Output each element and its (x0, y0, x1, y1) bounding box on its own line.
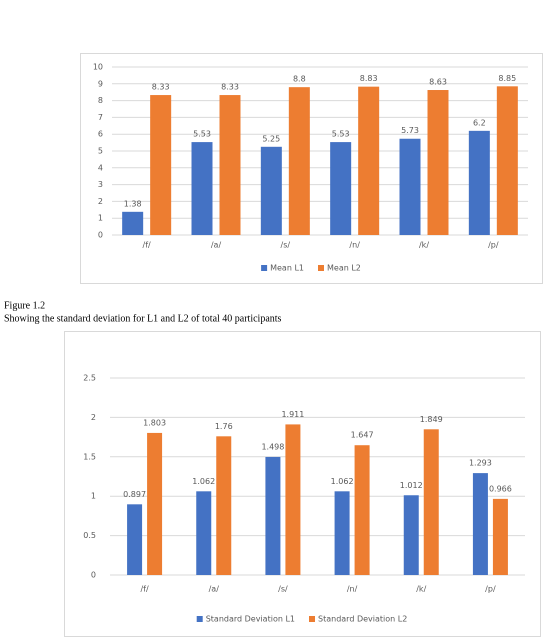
bar (358, 86, 380, 235)
legend-swatch (309, 616, 315, 622)
data-label: 1.647 (351, 431, 374, 440)
bar (427, 90, 449, 236)
legend-label: Mean L2 (327, 264, 361, 273)
y-tick-label: 4 (98, 163, 103, 172)
bar (285, 424, 301, 575)
y-tick-label: 8 (98, 96, 103, 105)
data-label: 0.897 (123, 490, 146, 499)
data-label: 0.966 (489, 484, 512, 493)
bar (423, 429, 439, 575)
x-tick-label: /k/ (416, 585, 426, 594)
y-tick-label: 1.5 (83, 452, 96, 461)
bar (468, 130, 490, 235)
data-label: 1.293 (469, 459, 492, 468)
y-tick-label: 10 (93, 63, 103, 72)
bar (216, 436, 232, 575)
legend-label: Mean L1 (270, 264, 304, 273)
y-tick-label: 9 (98, 79, 103, 88)
x-tick-label: /f/ (143, 241, 152, 250)
data-label: 8.83 (360, 74, 378, 83)
figure-caption: Showing the standard deviation for L1 an… (4, 313, 282, 324)
y-tick-label: 1 (98, 214, 103, 223)
x-tick-label: /f/ (140, 585, 149, 594)
y-tick-label: 0.5 (83, 531, 96, 540)
data-label: 1.062 (192, 477, 215, 486)
bar (127, 504, 143, 575)
x-tick-label: /a/ (211, 241, 222, 250)
data-label: 5.53 (193, 130, 211, 139)
bar (196, 491, 212, 575)
y-tick-label: 3 (98, 180, 103, 189)
y-tick-label: 2.5 (83, 374, 96, 383)
y-tick-label: 2 (91, 413, 96, 422)
bar (399, 138, 421, 235)
bar (288, 87, 310, 235)
y-tick-label: 0 (91, 571, 96, 580)
data-label: 1.38 (124, 199, 142, 208)
bar (334, 491, 350, 575)
bar (265, 456, 281, 575)
legend-swatch (261, 265, 268, 271)
y-tick-label: 2 (98, 197, 103, 206)
bar (496, 86, 518, 235)
data-label: 5.53 (332, 130, 350, 139)
data-label: 1.76 (215, 422, 233, 431)
legend-swatch (318, 265, 324, 271)
x-tick-label: /a/ (209, 585, 220, 594)
x-tick-label: /n/ (349, 241, 360, 250)
data-label: 8.85 (498, 74, 516, 83)
x-tick-label: /s/ (278, 585, 288, 594)
data-label: 8.63 (429, 78, 447, 87)
x-tick-label: /s/ (281, 241, 291, 250)
bar (219, 95, 241, 235)
bar (403, 495, 419, 575)
data-label: 1.803 (143, 418, 166, 427)
legend-label: Standard Deviation L2 (318, 615, 407, 624)
y-tick-label: 1 (91, 492, 96, 501)
legend-swatch (196, 616, 203, 622)
bar (260, 146, 282, 235)
x-tick-label: /p/ (485, 585, 496, 594)
data-label: 1.498 (261, 442, 284, 451)
y-tick-label: 5 (98, 147, 103, 156)
data-label: 8.33 (221, 83, 239, 92)
data-label: 1.911 (281, 410, 304, 419)
data-label: 1.012 (400, 481, 423, 490)
x-tick-label: /n/ (347, 585, 358, 594)
bar (150, 95, 172, 235)
x-tick-label: /k/ (419, 241, 429, 250)
data-label: 1.062 (331, 477, 354, 486)
bar (354, 445, 370, 575)
data-label: 5.73 (401, 126, 419, 135)
y-tick-label: 7 (98, 113, 103, 122)
y-tick-label: 6 (98, 130, 103, 139)
bar (191, 142, 213, 235)
legend-label: Standard Deviation L1 (206, 615, 295, 624)
data-label: 5.25 (262, 134, 280, 143)
data-label: 8.8 (293, 75, 306, 84)
bar (330, 142, 352, 235)
x-tick-label: /p/ (488, 241, 499, 250)
data-label: 1.849 (420, 415, 443, 424)
bar (492, 498, 508, 575)
data-label: 8.33 (152, 83, 170, 92)
figure-label: Figure 1.2 (4, 300, 45, 311)
y-tick-label: 0 (98, 231, 103, 240)
data-label: 6.2 (473, 118, 486, 127)
bar (147, 432, 163, 575)
bar (122, 211, 144, 235)
chart-frame (64, 331, 541, 637)
bar (472, 473, 488, 575)
